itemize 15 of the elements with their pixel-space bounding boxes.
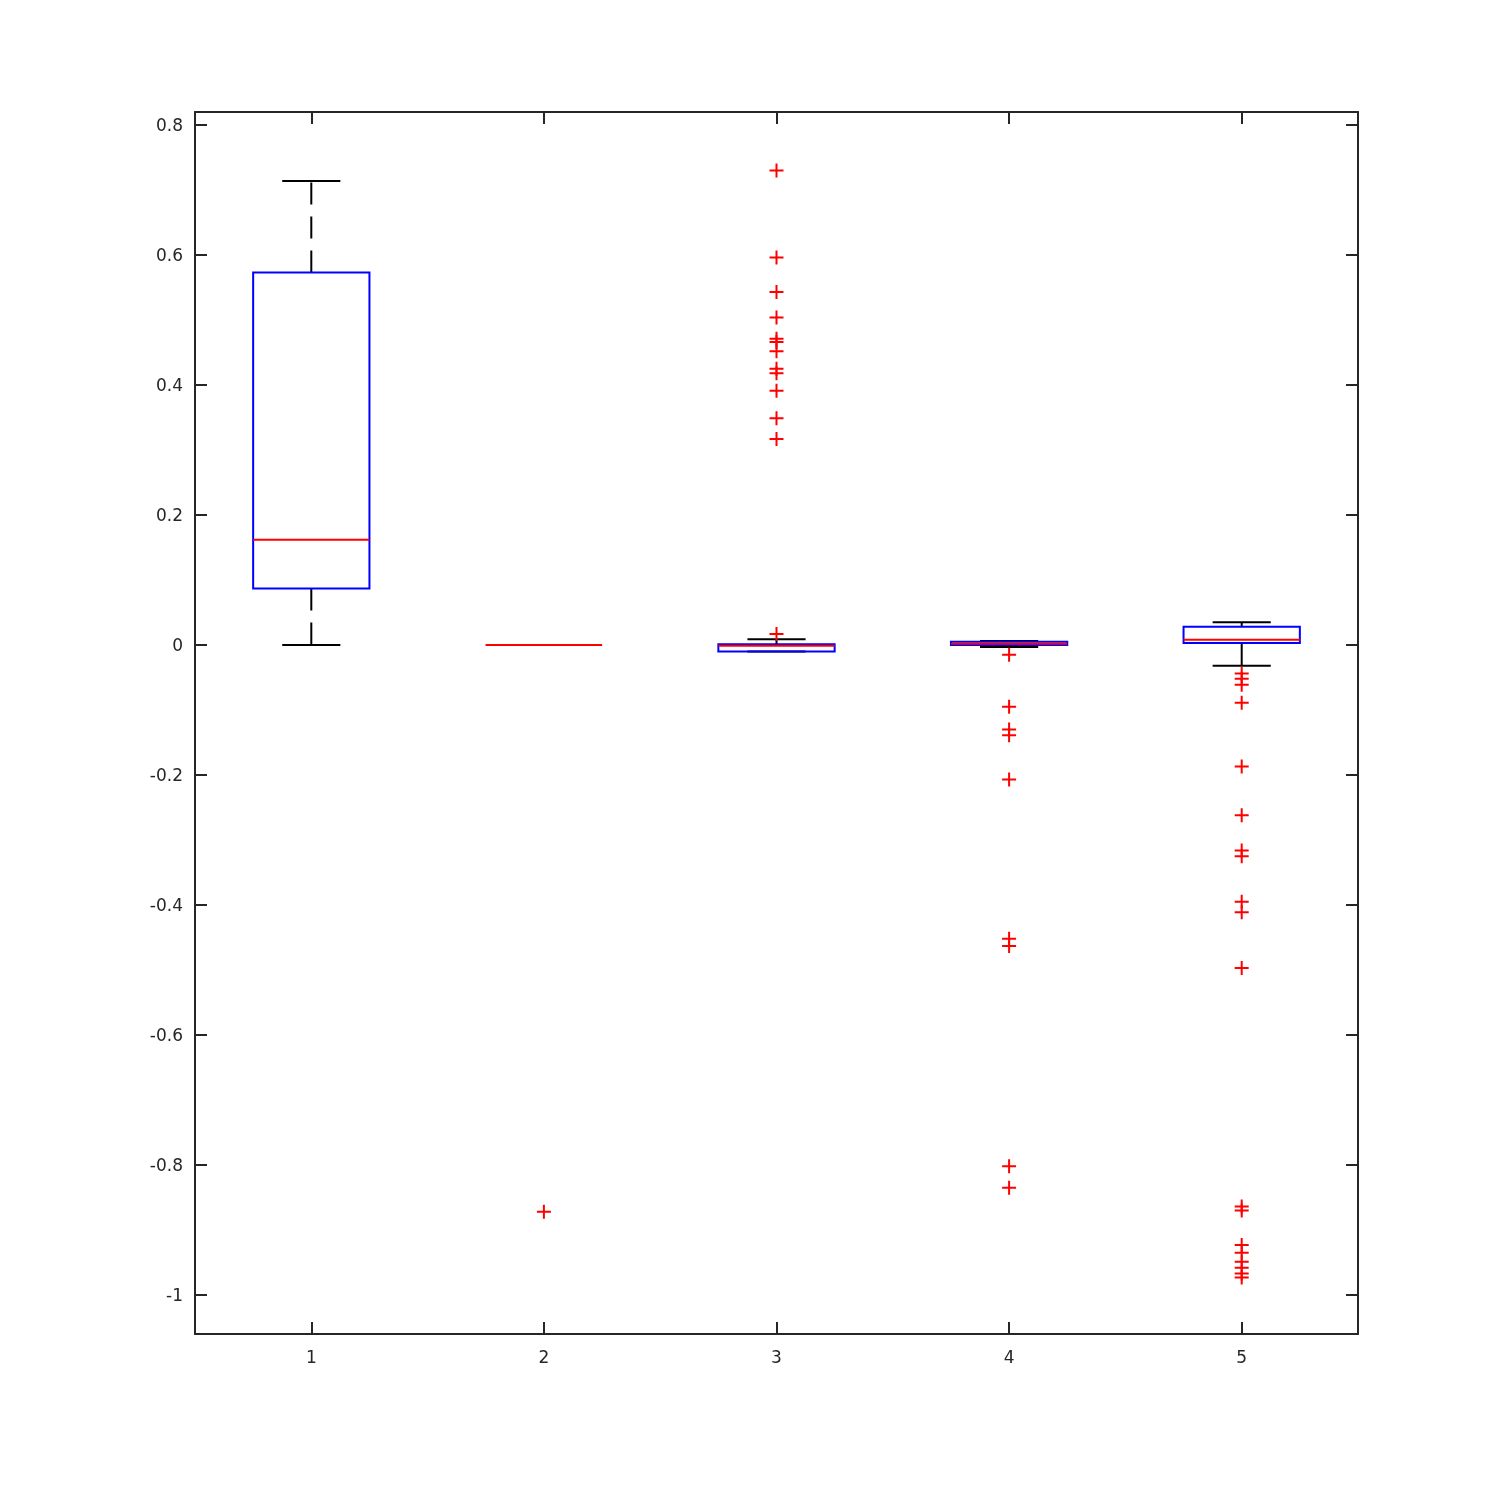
x-tick-label: 2 xyxy=(538,1346,550,1367)
y-tick-label: -0.2 xyxy=(149,765,183,785)
y-tick-label: -0.8 xyxy=(149,1155,183,1175)
y-tick-label: -1 xyxy=(166,1285,183,1305)
x-tick-label: 1 xyxy=(305,1346,317,1367)
x-tick-label: 4 xyxy=(1003,1346,1015,1367)
y-tick-label: 0.8 xyxy=(155,115,183,135)
y-tick-label: 0.2 xyxy=(155,505,183,525)
y-tick-label: -0.6 xyxy=(149,1025,183,1045)
y-tick-label: 0.4 xyxy=(155,375,183,395)
y-tick-label: 0.6 xyxy=(155,245,183,265)
y-tick-label: 0 xyxy=(172,635,183,655)
x-tick-label: 5 xyxy=(1236,1346,1248,1367)
y-tick-label: -0.4 xyxy=(149,895,183,915)
x-tick-label: 3 xyxy=(771,1346,782,1367)
